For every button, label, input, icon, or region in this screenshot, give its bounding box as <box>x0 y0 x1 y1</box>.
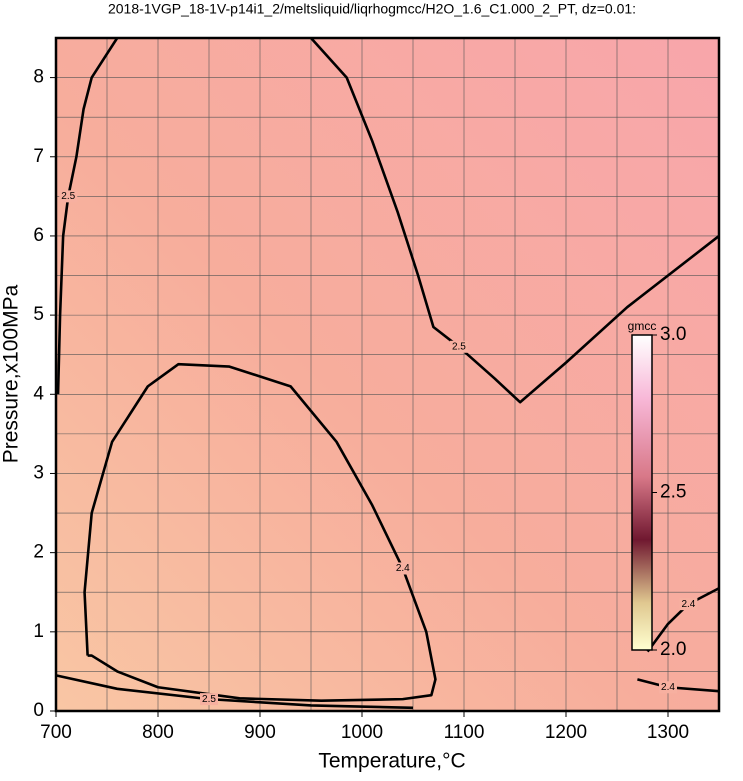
contour-label: 2.4 <box>661 682 675 693</box>
contour-line <box>310 37 720 404</box>
x-tick-label: 1100 <box>444 722 485 743</box>
colorbar-tick-label: 3.0 <box>660 324 686 345</box>
colorbar <box>631 334 653 651</box>
contour-label: 2.4 <box>681 599 695 610</box>
contour-label: 2.5 <box>61 191 75 202</box>
y-tick-label: 2 <box>33 542 44 563</box>
contour-label: 2.5 <box>202 694 216 705</box>
contour-label-bg <box>59 190 78 203</box>
x-tick-label: 1300 <box>647 722 689 743</box>
contour-label: 2.4 <box>396 563 410 574</box>
y-tick-label: 7 <box>33 146 44 167</box>
contour-label-bg <box>393 562 412 575</box>
x-tick-label: 1000 <box>341 722 383 743</box>
contour-label-bg <box>200 693 218 706</box>
colorbar-label: gmcc <box>628 319 657 333</box>
chart-title: 2018-1VGP_18-1V-p14i1_2/meltsliquid/liqr… <box>108 1 636 17</box>
y-tick-label: 8 <box>33 67 44 88</box>
x-tick-label: 1200 <box>545 722 587 743</box>
contour-label-bg <box>659 681 677 694</box>
colorbar-tick-label: 2.0 <box>660 639 686 660</box>
y-tick-label: 6 <box>33 225 44 246</box>
contour-line <box>646 587 720 653</box>
plot-frame <box>54 36 721 713</box>
x-tick-label: 800 <box>142 722 174 743</box>
x-tick-label: 900 <box>244 722 276 743</box>
y-tick-label: 4 <box>33 383 44 404</box>
y-tick-label: 1 <box>33 621 44 642</box>
contour-label: 2.5 <box>452 341 466 352</box>
y-axis-label: Pressure,x100MPa <box>0 284 23 463</box>
contour-label-bg <box>449 340 468 353</box>
contour-label-bg <box>679 598 698 611</box>
x-tick-label: 700 <box>40 722 72 743</box>
plot-background <box>56 38 719 711</box>
contour-line <box>56 37 119 395</box>
colorbar-tick-label: 2.5 <box>660 482 686 503</box>
y-tick-label: 0 <box>33 700 44 721</box>
x-axis-label: Temperature,°C <box>318 750 465 773</box>
y-tick-label: 5 <box>33 304 44 325</box>
y-tick-label: 3 <box>33 462 44 483</box>
